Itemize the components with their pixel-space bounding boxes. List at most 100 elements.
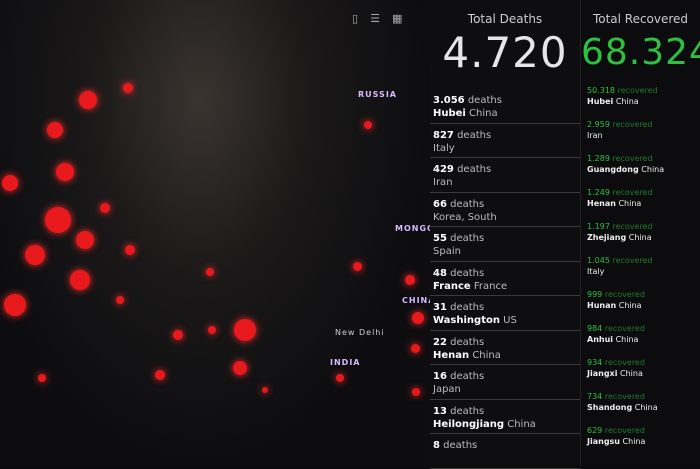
outbreak-marker[interactable] (125, 245, 135, 255)
list-item[interactable]: 3.056 deaths Hubei China (430, 89, 580, 124)
list-item[interactable]: 8 deaths (430, 434, 580, 469)
list-item[interactable]: 984 recovered Anhui China (581, 321, 700, 355)
list-item[interactable]: 16 deaths Japan (430, 365, 580, 400)
outbreak-marker[interactable] (155, 370, 165, 380)
outbreak-marker[interactable] (100, 203, 110, 213)
device-icon[interactable]: ▯ (352, 12, 359, 25)
outbreak-marker[interactable] (123, 83, 133, 93)
list-item[interactable]: 999 recovered Hunan China (581, 287, 700, 321)
country: Italy (587, 267, 605, 276)
region: Washington (433, 315, 500, 326)
map-label: New Delhi (335, 328, 385, 337)
list-item[interactable]: 66 deaths Korea, South (430, 193, 580, 227)
outbreak-marker[interactable] (25, 245, 45, 265)
outbreak-marker[interactable] (208, 326, 216, 334)
list-item[interactable]: 629 recovered Jiangsu China (581, 423, 700, 457)
deaths-panel: Total Deaths 4.720 3.056 deaths Hubei Chi… (430, 0, 580, 469)
country: Japan (433, 384, 461, 395)
unit-label: recovered (604, 324, 645, 333)
unit-label: deaths (450, 302, 485, 313)
outbreak-marker[interactable] (206, 268, 214, 276)
outbreak-marker[interactable] (56, 163, 74, 181)
outbreak-marker[interactable] (38, 374, 46, 382)
list-icon[interactable]: ☰ (370, 12, 380, 25)
unit-label: recovered (612, 120, 653, 129)
death-count: 16 (433, 371, 447, 382)
outbreak-marker[interactable] (47, 122, 63, 138)
death-count: 8 (433, 440, 440, 451)
deaths-title: Total Deaths (467, 12, 543, 26)
region: Zhejiang (587, 233, 627, 242)
region: Hunan (587, 301, 617, 310)
country: France (473, 280, 508, 292)
death-count: 22 (433, 336, 447, 348)
list-item[interactable]: 934 recovered Jiangxi China (581, 355, 700, 389)
list-item[interactable]: 1.249 recovered Henan China (581, 185, 700, 219)
outbreak-marker[interactable] (79, 91, 97, 109)
country: China (618, 301, 642, 310)
recovered-count: 999 (587, 290, 603, 299)
list-item[interactable]: 734 recovered Shandong China (581, 389, 700, 423)
recovered-count: 984 (587, 324, 603, 333)
death-count: 48 (433, 267, 447, 279)
outbreak-marker[interactable] (76, 231, 94, 249)
recovered-panel: Total Recovered 68.324 50.318 recovered H… (580, 0, 700, 466)
list-item[interactable]: 22 deaths Henan China (430, 331, 580, 365)
recovered-count: 1.249 (587, 188, 610, 197)
unit-label: recovered (604, 358, 645, 367)
outbreak-marker[interactable] (352, 261, 362, 271)
unit-label: recovered (612, 188, 653, 197)
country: China (628, 233, 652, 242)
country: China (615, 335, 639, 344)
outbreak-marker[interactable] (173, 330, 183, 340)
unit-label: deaths (467, 95, 502, 106)
unit-label: recovered (617, 86, 658, 95)
outbreak-marker[interactable] (262, 387, 268, 393)
outbreak-marker[interactable] (4, 294, 26, 316)
country: Italy (433, 142, 455, 154)
outbreak-marker[interactable] (2, 175, 18, 191)
unit-label: deaths (457, 129, 492, 141)
outbreak-marker[interactable] (410, 343, 420, 353)
unit-label: recovered (612, 222, 653, 231)
list-item[interactable]: 1.045 recovered Italy (581, 253, 700, 287)
unit-label: recovered (612, 154, 653, 163)
grid-icon[interactable]: ▦ (391, 12, 403, 25)
outbreak-marker[interactable] (405, 275, 415, 285)
country: Iran (433, 177, 453, 188)
list-item[interactable]: 55 deaths Spain (430, 227, 580, 262)
list-item[interactable]: 1.289 recovered Guangdong China (581, 151, 700, 185)
deaths-list[interactable]: 3.056 deaths Hubei China 827 deaths Italy 4… (430, 89, 580, 469)
country: China (469, 108, 498, 119)
region: Heilongjiang (433, 418, 505, 430)
recovered-list[interactable]: 50.318 recovered Hubei China 2.959 recover… (581, 83, 700, 457)
outbreak-marker[interactable] (412, 312, 424, 324)
list-item[interactable]: 31 deaths Washington US (430, 296, 580, 331)
outbreak-marker[interactable] (116, 296, 124, 304)
list-item[interactable]: 50.318 recovered Hubei China (581, 83, 700, 117)
unit-label: deaths (450, 267, 485, 279)
list-item[interactable]: 2.959 recovered Iran (581, 117, 700, 151)
recovered-count: 734 (587, 392, 603, 401)
outbreak-marker[interactable] (70, 270, 90, 290)
country: China (620, 369, 643, 378)
outbreak-marker[interactable] (412, 388, 420, 396)
outbreak-marker[interactable] (364, 121, 372, 129)
outbreak-marker[interactable] (45, 207, 71, 233)
outbreak-marker[interactable] (234, 319, 256, 341)
list-item[interactable]: 1.197 recovered Zhejiang China (581, 219, 700, 253)
list-item[interactable]: 827 deaths Italy (430, 124, 580, 158)
recovered-count: 50.318 (587, 86, 615, 95)
outbreak-marker[interactable] (336, 374, 344, 382)
list-item[interactable]: 48 deaths France France (430, 262, 580, 296)
region: Jiangxi (587, 369, 618, 378)
outbreak-marker[interactable] (233, 361, 247, 375)
map-label: RUSSIA (358, 90, 397, 99)
world-map[interactable]: RUSSIA MONGO CHINA INDIA New Delhi (0, 0, 434, 466)
death-count: 31 (433, 302, 447, 313)
death-count: 827 (433, 129, 454, 141)
country: China (615, 97, 639, 106)
list-item[interactable]: 429 deaths Iran (430, 158, 580, 193)
country: China (634, 403, 658, 412)
list-item[interactable]: 13 deaths Heilongjiang China (430, 400, 580, 434)
